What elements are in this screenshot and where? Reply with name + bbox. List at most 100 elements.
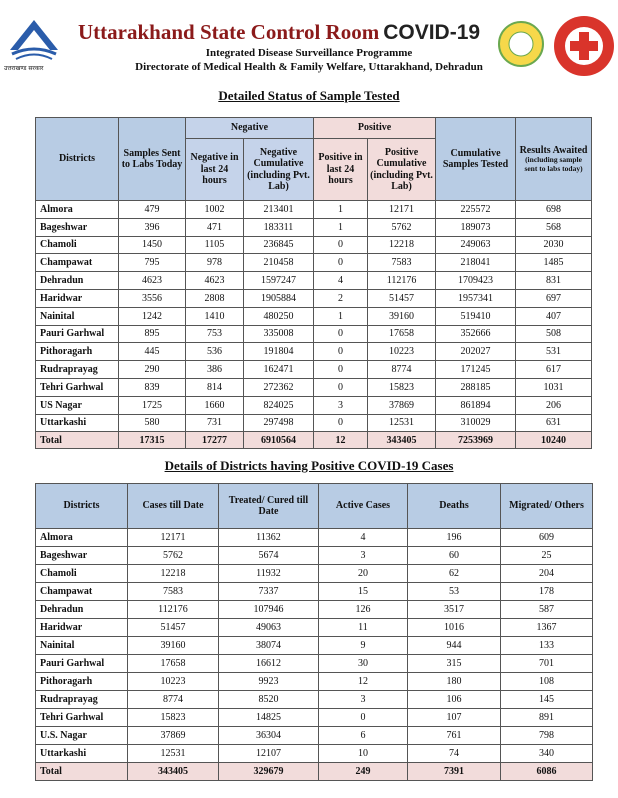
row: Pithoragarh 445 536 191804 0 10223 202027 531: [35, 342, 593, 362]
cell: 106: [407, 690, 501, 709]
total-cell: 6086: [500, 762, 593, 781]
cell: 8520: [218, 690, 319, 709]
cell: 701: [500, 654, 593, 673]
cell: 731: [185, 413, 244, 433]
cell: 824025: [243, 395, 314, 415]
cell: 814: [185, 377, 244, 397]
cell: 2: [313, 288, 368, 308]
cell: 310029: [435, 413, 517, 433]
cell: 335008: [243, 324, 314, 344]
samples-table: Districts Samples Sent to Labs Today Neg…: [35, 117, 593, 450]
cell: 1242: [118, 306, 186, 326]
header-cell: Results Awaited (including sample sent to…: [515, 117, 593, 201]
district-cell: Pauri Garhwal: [35, 324, 119, 344]
cell: 196: [407, 528, 501, 547]
cell: 944: [407, 636, 501, 655]
total-cell: 249: [318, 762, 408, 781]
table-title: Details of Districts having Positive COV…: [164, 458, 454, 473]
cell: 112176: [366, 271, 437, 290]
cell: 978: [185, 253, 244, 273]
district-cell: US Nagar: [35, 395, 119, 415]
cell: 2808: [185, 288, 244, 308]
cell: 798: [500, 726, 593, 745]
header-cell: Districts: [35, 117, 119, 201]
logo-caption: उत्तराखण्ड सरकार: [4, 65, 44, 72]
total-cell: 6910564: [243, 431, 314, 450]
cell: 519410: [435, 306, 517, 326]
district-cell: Pithoragarh: [35, 342, 119, 362]
cell: 753: [185, 324, 244, 344]
row: Rudraprayag 290 386 162471 0 8774 171245 617: [35, 360, 593, 379]
cell: 12531: [366, 413, 437, 433]
district-cell: Almora: [35, 528, 128, 547]
cell: 0: [313, 342, 368, 362]
cell: 1016: [407, 618, 501, 637]
cell: 386: [185, 360, 244, 379]
cell: 112176: [127, 600, 219, 619]
total-cell: 17277: [185, 431, 244, 450]
cell: 236845: [243, 235, 314, 255]
cell: 9923: [218, 672, 319, 691]
cell: 1709423: [435, 271, 517, 290]
cell: 1957341: [435, 288, 517, 308]
cell: 9: [318, 636, 408, 655]
cell: 15: [318, 582, 408, 601]
cell: 288185: [435, 377, 517, 397]
cell: 891: [500, 708, 593, 727]
total-cell: 343405: [127, 762, 219, 781]
cell: 617: [515, 360, 593, 379]
cell: 297498: [243, 413, 314, 433]
cell: 4623: [118, 271, 186, 290]
cell: 6: [318, 726, 408, 745]
header-cell: Positive Cumulative (including Pvt. Lab): [366, 138, 437, 201]
cell: 10223: [127, 672, 219, 691]
total-cell: 7253969: [435, 431, 517, 450]
total-cell: 10240: [515, 431, 593, 450]
district-cell: Haridwar: [35, 288, 119, 308]
title-text: Uttarakhand State Control Room: [78, 20, 380, 44]
row: Chamoli 12218 11932 20 62 204: [35, 564, 593, 583]
swachh-logo: [498, 21, 544, 67]
cell: 183311: [243, 217, 314, 237]
row: Almora 12171 11362 4 196 609: [35, 528, 593, 547]
district-cell: Champawat: [35, 582, 128, 601]
cell: 839: [118, 377, 186, 397]
total-row: Total 343405 329679 249 7391 6086: [35, 762, 593, 781]
district-cell: Chamoli: [35, 564, 128, 583]
header-cell: Samples Sent to Labs Today: [118, 117, 186, 201]
header-cell: Migrated/ Others: [500, 483, 593, 529]
district-cell: Almora: [35, 200, 119, 219]
subtitle: Directorate of Medical Health & Family W…: [135, 61, 483, 73]
header-cell: Positive in last 24 hours: [313, 138, 368, 201]
cell: 51457: [366, 288, 437, 308]
row: Almora 479 1002 213401 1 12171 225572 698: [35, 200, 593, 219]
cell: 133: [500, 636, 593, 655]
cell: 202027: [435, 342, 517, 362]
cell: 191804: [243, 342, 314, 362]
row: Uttarkashi 12531 12107 10 74 340: [35, 744, 593, 763]
cell: 445: [118, 342, 186, 362]
cell: 12171: [127, 528, 219, 547]
cell: 15823: [127, 708, 219, 727]
cell: 107946: [218, 600, 319, 619]
cell: 4623: [185, 271, 244, 290]
header-note: (including sample sent to labs today): [524, 155, 583, 173]
cell: 7337: [218, 582, 319, 601]
cell: 407: [515, 306, 593, 326]
cell: 290: [118, 360, 186, 379]
cell: 315: [407, 654, 501, 673]
header-cell: Active Cases: [318, 483, 408, 529]
cell: 180: [407, 672, 501, 691]
row: Haridwar 3556 2808 1905884 2 51457 1957341 697: [35, 288, 593, 308]
cell: 39160: [127, 636, 219, 655]
district-cell: Uttarkashi: [35, 744, 128, 763]
cell: 631: [515, 413, 593, 433]
total-cell: 17315: [118, 431, 186, 450]
cell: 0: [313, 360, 368, 379]
cell: 12171: [366, 200, 437, 219]
cell: 698: [515, 200, 593, 219]
cell: 352666: [435, 324, 517, 344]
cell: 225572: [435, 200, 517, 219]
cell: 0: [313, 235, 368, 255]
